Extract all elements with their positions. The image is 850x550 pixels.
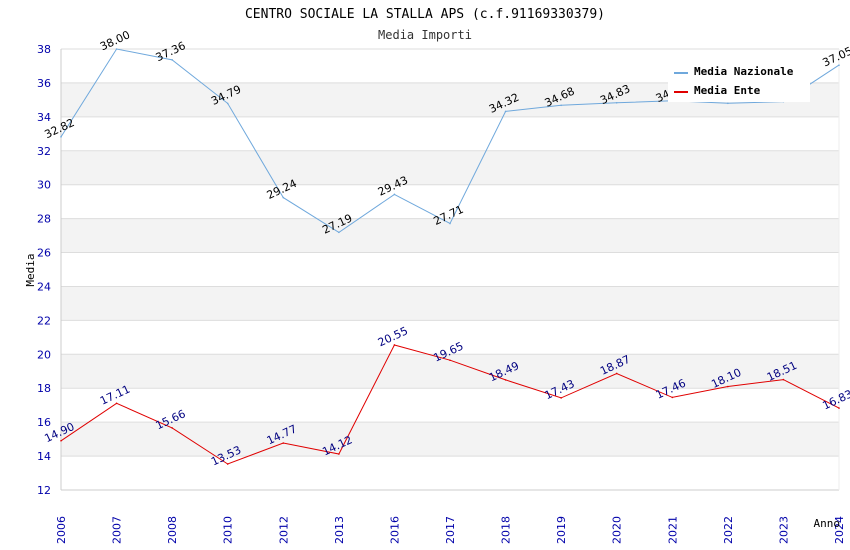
legend-label-media-nazionale: Media Nazionale bbox=[694, 65, 794, 78]
data-point bbox=[226, 463, 229, 465]
x-tick-label: 2008 bbox=[166, 516, 179, 544]
data-label: 16.83 bbox=[820, 387, 850, 412]
data-point bbox=[671, 396, 674, 399]
y-tick-label: 22 bbox=[37, 314, 51, 327]
x-tick-label: 2019 bbox=[555, 516, 568, 544]
y-tick-label: 38 bbox=[37, 43, 51, 56]
data-point bbox=[171, 59, 173, 61]
grid-band bbox=[61, 150, 839, 185]
y-tick-label: 12 bbox=[37, 484, 51, 497]
y-tick-label: 24 bbox=[37, 280, 51, 293]
x-tick-label: 2022 bbox=[722, 516, 735, 544]
data-point bbox=[727, 385, 729, 388]
y-tick-label: 18 bbox=[37, 382, 51, 395]
data-label: 20.55 bbox=[376, 324, 410, 349]
chart-subtitle: Media Importi bbox=[378, 28, 472, 42]
y-tick-label: 26 bbox=[37, 247, 51, 260]
data-point bbox=[782, 378, 785, 381]
data-point bbox=[560, 397, 562, 399]
y-tick-label: 28 bbox=[37, 213, 51, 226]
legend-box bbox=[668, 60, 810, 102]
legend-label-media-ente: Media Ente bbox=[694, 84, 761, 97]
x-tick-label: 2018 bbox=[500, 516, 513, 544]
y-tick-label: 36 bbox=[37, 77, 51, 90]
data-label: 38.00 bbox=[98, 28, 132, 53]
x-tick-label: 2017 bbox=[444, 516, 457, 544]
x-tick-label: 2020 bbox=[611, 516, 624, 544]
y-tick-label: 14 bbox=[37, 450, 51, 463]
data-point bbox=[60, 136, 62, 138]
data-point bbox=[615, 372, 618, 375]
data-point bbox=[338, 231, 340, 234]
x-tick-label: 2010 bbox=[222, 516, 235, 544]
x-tick-label: 2024 bbox=[833, 516, 846, 544]
data-point bbox=[338, 453, 340, 455]
x-tick-label: 2013 bbox=[333, 516, 346, 544]
y-axis-label: Media bbox=[24, 253, 37, 286]
data-point bbox=[115, 402, 118, 405]
x-tick-label: 2007 bbox=[111, 516, 124, 544]
x-tick-label: 2016 bbox=[388, 516, 401, 544]
data-label: 37.05 bbox=[820, 44, 850, 69]
y-tick-label: 30 bbox=[37, 179, 51, 192]
y-tick-label: 16 bbox=[37, 416, 51, 429]
data-point bbox=[838, 407, 840, 409]
y-tick-label: 20 bbox=[37, 348, 51, 361]
y-axis-ticks: 12 14 16 18 20 22 24 26 28 30 32 34 36 38 bbox=[37, 43, 51, 497]
x-tick-label: 2021 bbox=[666, 516, 679, 544]
data-point bbox=[393, 344, 396, 346]
x-tick-label: 2023 bbox=[777, 516, 790, 544]
data-point bbox=[838, 64, 840, 66]
data-point bbox=[171, 427, 173, 429]
data-point bbox=[504, 110, 507, 113]
x-axis-ticks: 2006 2007 2008 2010 2012 2013 2016 2017 2018 2019… bbox=[55, 516, 846, 544]
data-point bbox=[282, 442, 285, 444]
data-point bbox=[449, 222, 451, 225]
data-point bbox=[560, 104, 562, 107]
data-label: 37.36 bbox=[154, 39, 188, 64]
data-point bbox=[504, 379, 507, 381]
legend: Media Nazionale Media Ente bbox=[668, 60, 810, 102]
y-tick-label: 32 bbox=[37, 145, 51, 158]
data-point bbox=[393, 193, 396, 196]
x-tick-label: 2006 bbox=[55, 516, 68, 544]
data-point bbox=[226, 102, 229, 105]
x-axis-label: Anno bbox=[814, 517, 841, 530]
data-point bbox=[727, 102, 729, 105]
data-point bbox=[115, 48, 118, 50]
chart-title: CENTRO SOCIALE LA STALLA APS (c.f.911693… bbox=[245, 7, 605, 22]
data-point bbox=[60, 440, 62, 442]
series-lines bbox=[60, 48, 840, 465]
grid-band bbox=[61, 422, 839, 457]
data-point bbox=[449, 359, 451, 362]
grid-bands bbox=[61, 82, 839, 457]
grid-band bbox=[61, 286, 839, 321]
data-point bbox=[282, 196, 285, 199]
y-tick-label: 34 bbox=[37, 111, 51, 124]
x-tick-label: 2012 bbox=[277, 516, 290, 544]
data-point bbox=[615, 101, 618, 104]
